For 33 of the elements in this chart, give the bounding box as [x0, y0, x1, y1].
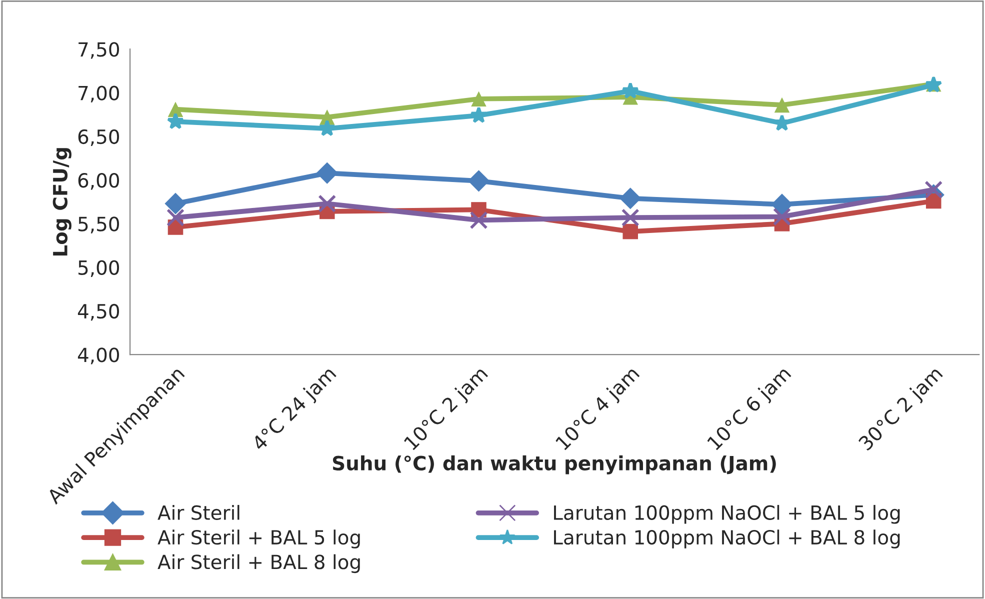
point: [774, 97, 790, 113]
point: [772, 208, 792, 226]
point: [471, 91, 486, 107]
y-tick-label: 6,50: [78, 129, 120, 146]
x-axis-title: Suhu (°C) dan waktu penyimpanan (Jam): [332, 455, 776, 474]
point: [622, 224, 638, 240]
y-tick-label: 7,00: [78, 86, 120, 102]
point: [771, 194, 793, 216]
legend-label: Larutan 100ppm NaOCl + BAL 5 log: [554, 504, 900, 524]
legend-label: Air Steril: [158, 504, 240, 520]
point: [468, 170, 490, 192]
point: [622, 82, 640, 99]
y-axis-title: Log CFU/g: [52, 148, 72, 256]
y-tick-label: 5,00: [78, 260, 120, 277]
point: [318, 120, 336, 136]
point: [166, 208, 185, 227]
legend-label: Larutan 100ppm NaOCl + BAL 8 log: [554, 530, 900, 548]
point: [470, 106, 488, 124]
y-tick-label: 7,50: [78, 42, 120, 59]
point: [470, 211, 488, 230]
y-tick-label: 4,50: [78, 304, 120, 321]
legend-label: Air Steril + BAL 8 log: [158, 554, 360, 574]
point: [621, 208, 640, 227]
point: [924, 180, 943, 199]
point: [164, 192, 186, 214]
legend-label: Air Steril + BAL 5 log: [158, 530, 360, 548]
point: [316, 162, 338, 184]
y-tick-label: 6,00: [78, 173, 120, 190]
point: [318, 194, 336, 213]
point: [620, 188, 642, 210]
point: [166, 112, 184, 130]
y-tick-label: 4,00: [78, 348, 120, 364]
y-tick-label: 5,50: [78, 216, 120, 234]
